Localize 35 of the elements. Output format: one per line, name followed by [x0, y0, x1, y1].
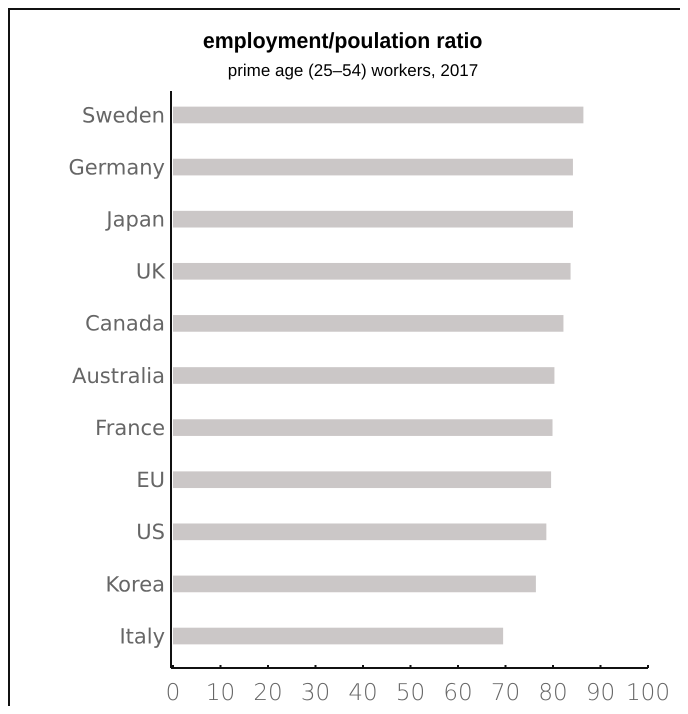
bar [173, 419, 553, 436]
x-tick-label: 50 [396, 680, 426, 706]
bar [173, 576, 536, 592]
y-tick-label: Japan [104, 208, 165, 232]
chart-subtitle: prime age (25–54) workers, 2017 [228, 61, 478, 80]
y-tick-label: EU [136, 468, 165, 492]
bar [173, 315, 564, 332]
bar [173, 471, 552, 488]
bar [173, 628, 504, 644]
y-tick-label: US [136, 520, 165, 544]
y-tick-label: France [95, 416, 165, 440]
y-tick-label: UK [136, 260, 166, 284]
bar [173, 106, 584, 124]
x-tick-label: 0 [166, 680, 180, 706]
y-tick-label: Canada [85, 312, 165, 336]
y-tick-label: Sweden [82, 103, 165, 128]
bar [173, 367, 554, 384]
bar [173, 158, 573, 176]
bar [173, 523, 546, 540]
y-tick-label: Australia [72, 364, 165, 388]
x-tick-label: 90 [586, 680, 616, 706]
y-tick-label: Italy [119, 624, 165, 648]
x-tick-label: 30 [300, 680, 330, 706]
x-tick-label: 40 [348, 680, 378, 706]
x-tick-label: 10 [206, 680, 236, 706]
y-tick-label: Korea [105, 572, 165, 596]
x-tick-label: 70 [490, 680, 520, 706]
chart-title: employment/poulation ratio [202, 28, 482, 54]
x-tick-label: 20 [253, 680, 283, 706]
y-tick-label: Germany [68, 155, 165, 180]
bar [173, 210, 573, 228]
x-tick-label: 60 [443, 680, 473, 706]
bar [173, 262, 571, 280]
x-tick-label: 80 [538, 680, 568, 706]
x-tick-label: 100 [626, 680, 670, 706]
